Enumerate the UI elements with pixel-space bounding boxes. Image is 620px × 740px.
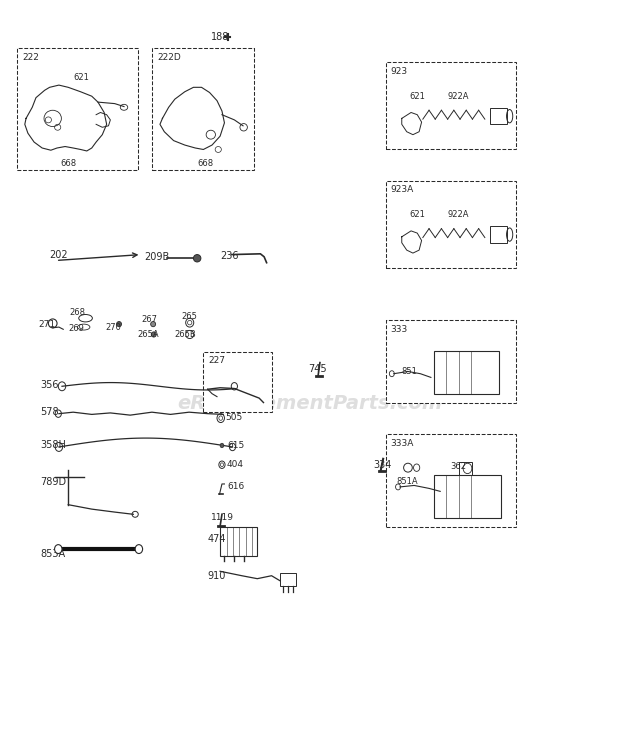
Ellipse shape — [220, 443, 224, 448]
Text: 209B: 209B — [144, 252, 169, 262]
Ellipse shape — [151, 321, 156, 327]
Text: 271: 271 — [38, 320, 56, 329]
Text: 267: 267 — [141, 315, 157, 324]
Ellipse shape — [135, 545, 143, 554]
Text: 270: 270 — [105, 323, 122, 332]
Text: 362: 362 — [450, 462, 466, 471]
Bar — [280, 573, 296, 586]
Text: 621: 621 — [73, 73, 89, 82]
Text: 621: 621 — [409, 92, 425, 101]
Bar — [203, 352, 272, 412]
Text: 668: 668 — [61, 159, 77, 168]
Text: 621: 621 — [409, 210, 425, 219]
Text: 222D: 222D — [157, 53, 180, 61]
Text: 922A: 922A — [448, 210, 469, 219]
Text: 404: 404 — [227, 460, 244, 469]
Text: 188: 188 — [211, 32, 229, 42]
Text: 227: 227 — [208, 356, 225, 365]
Text: 1119: 1119 — [211, 514, 234, 522]
Ellipse shape — [151, 332, 156, 337]
Text: 851: 851 — [402, 367, 418, 376]
Ellipse shape — [117, 321, 122, 327]
Text: 236: 236 — [220, 251, 239, 261]
Text: 265B: 265B — [175, 330, 197, 339]
Text: 578: 578 — [40, 407, 59, 417]
Bar — [490, 226, 507, 243]
Text: eReplacementParts.com: eReplacementParts.com — [177, 394, 443, 413]
Bar — [386, 181, 516, 268]
Text: 789D: 789D — [40, 477, 66, 488]
Text: 923A: 923A — [391, 185, 414, 194]
Text: 505: 505 — [226, 413, 243, 422]
Text: 222: 222 — [22, 53, 39, 61]
Text: 356: 356 — [40, 380, 59, 390]
Bar — [490, 108, 507, 124]
Text: 922A: 922A — [448, 92, 469, 101]
Text: 333A: 333A — [391, 439, 414, 448]
Text: 745: 745 — [308, 363, 327, 374]
Text: 358H: 358H — [40, 440, 66, 451]
Bar — [17, 48, 138, 170]
Text: 616: 616 — [227, 482, 244, 491]
Text: 202: 202 — [50, 250, 68, 260]
Text: 668: 668 — [197, 159, 213, 168]
Bar — [434, 475, 501, 518]
Text: 910: 910 — [208, 571, 226, 581]
Text: 334: 334 — [373, 460, 392, 470]
Text: 265: 265 — [181, 312, 197, 321]
Text: 269: 269 — [68, 324, 84, 333]
Bar — [386, 434, 516, 527]
Bar — [434, 351, 499, 394]
Text: 265A: 265A — [138, 330, 159, 339]
Bar — [220, 527, 257, 556]
Ellipse shape — [193, 255, 201, 262]
Text: 333: 333 — [391, 325, 408, 334]
Bar — [386, 320, 516, 403]
Bar — [386, 62, 516, 149]
Text: 615: 615 — [227, 441, 244, 450]
Bar — [459, 462, 472, 475]
Text: 268: 268 — [69, 308, 86, 317]
Text: 853A: 853A — [40, 548, 66, 559]
Bar — [152, 48, 254, 170]
Ellipse shape — [55, 545, 62, 554]
Text: 474: 474 — [208, 534, 226, 544]
Text: 923: 923 — [391, 67, 408, 75]
Text: 851A: 851A — [397, 477, 419, 485]
